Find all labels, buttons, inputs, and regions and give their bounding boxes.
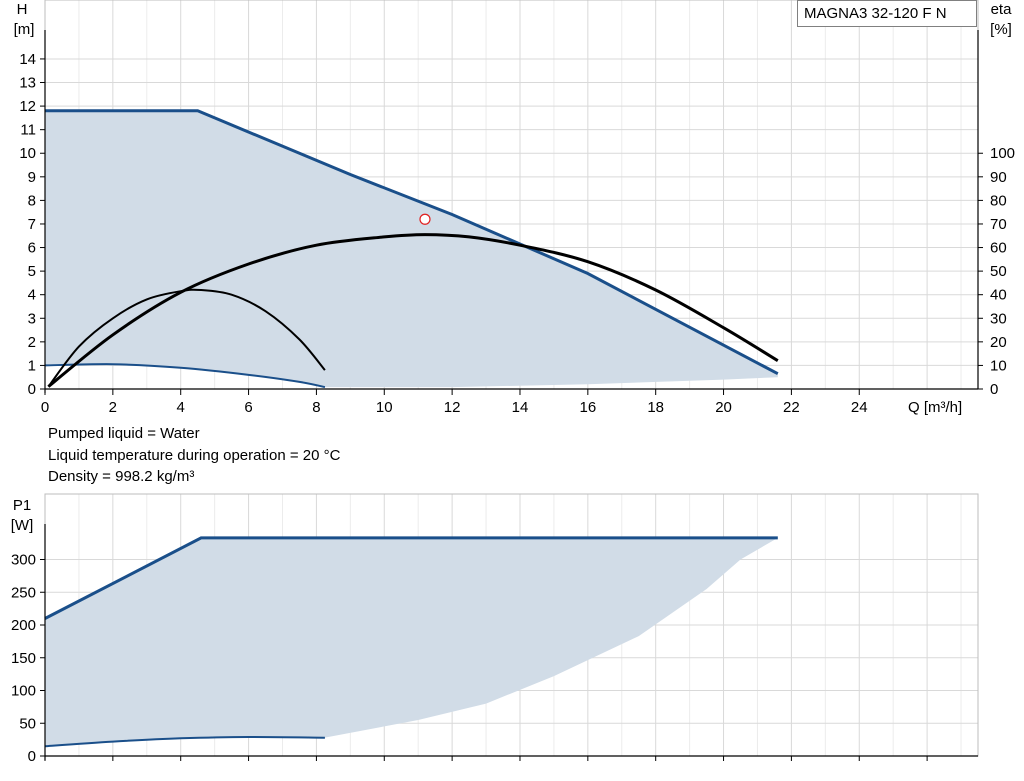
power-ytick-label: 100 (11, 683, 36, 700)
head-ytick-label: 4 (28, 287, 36, 304)
power-tick-labels: 0 50 100 150 200 250 300 (11, 552, 36, 766)
head-ytick-label: 10 (19, 145, 36, 162)
head-xtick-label: 6 (244, 399, 252, 416)
head-axis-unit: [m] (14, 21, 35, 38)
efficiency-min-curve (47, 288, 326, 388)
power-ytick-label: 300 (11, 552, 36, 569)
liquid-temperature-text: Liquid temperature during operation = 20… (48, 447, 341, 464)
head-curves (44, 109, 779, 389)
head-ytick-label: 3 (28, 310, 36, 327)
flow-axis-title: Q [m³/h] (908, 399, 962, 416)
head-xtick-label: 14 (512, 399, 529, 416)
eta-tick-label: 80 (990, 192, 1007, 209)
head-xtick-label: 16 (579, 399, 596, 416)
eta-tick-label: 90 (990, 169, 1007, 186)
head-ytick-label: 2 (28, 334, 36, 351)
power-ytick-label: 150 (11, 650, 36, 667)
head-ytick-label: 13 (19, 75, 36, 92)
model-label: MAGNA3 32-120 F N (804, 5, 947, 22)
eta-tick-label: 20 (990, 334, 1007, 351)
head-axis-title: H (17, 1, 28, 18)
duty-point-marker (419, 213, 431, 225)
head-ytick-label: 1 (28, 357, 36, 374)
eta-tick-label: 30 (990, 310, 1007, 327)
eta-tick-label: 100 (990, 145, 1015, 162)
eta-axis-title: eta (991, 1, 1013, 18)
head-xtick-label: 22 (783, 399, 800, 416)
eta-tick-label: 60 (990, 240, 1007, 257)
head-xtick-label: 8 (312, 399, 320, 416)
power-ytick-label: 250 (11, 584, 36, 601)
power-ytick-label: 200 (11, 617, 36, 634)
power-operating-area (45, 537, 778, 747)
head-xtick-label: 4 (177, 399, 185, 416)
head-ytick-label: 14 (19, 51, 36, 68)
head-xtick-label: 20 (715, 399, 732, 416)
head-xtick-label: 18 (647, 399, 664, 416)
eta-tick-label: 50 (990, 263, 1007, 280)
power-ytick-label: 50 (19, 715, 36, 732)
head-ytick-label: 9 (28, 169, 36, 186)
head-ytick-label: 8 (28, 192, 36, 209)
head-operating-area (45, 110, 778, 388)
power-axes (40, 493, 979, 761)
head-ytick-label: 0 (28, 381, 36, 398)
model-label-box: MAGNA3 32-120 F N (797, 0, 977, 27)
efficiency-max-curve (47, 233, 779, 388)
eta-tick-label: 10 (990, 357, 1007, 374)
power-plot: 0 50 100 150 200 250 300 P1 [W] (11, 493, 979, 766)
head-ytick-label: 12 (19, 98, 36, 115)
power-max-curve (44, 536, 778, 620)
pumped-liquid-text: Pumped liquid = Water (48, 425, 200, 442)
head-xtick-label: 12 (444, 399, 461, 416)
power-min-curve (44, 735, 325, 748)
head-xtick-label: 0 (41, 399, 49, 416)
head-max-curve (45, 109, 779, 376)
power-axis-title: P1 (13, 497, 31, 514)
power-operating-area-fill (45, 537, 778, 747)
power-curves (44, 536, 778, 748)
head-ytick-label: 7 (28, 216, 36, 233)
power-axis-unit: [W] (11, 517, 34, 534)
eta-axis-unit: [%] (990, 21, 1012, 38)
head-operating-area-fill (45, 110, 778, 388)
power-ytick-label: 0 (28, 748, 36, 765)
eta-tick-label: 70 (990, 216, 1007, 233)
eta-tick-label: 0 (990, 381, 998, 398)
head-ytick-label: 5 (28, 263, 36, 280)
head-ytick-label: 6 (28, 240, 36, 257)
eta-tick-label: 40 (990, 287, 1007, 304)
head-xtick-label: 2 (109, 399, 117, 416)
density-text: Density = 998.2 kg/m³ (48, 468, 195, 485)
head-xtick-label: 10 (376, 399, 393, 416)
head-axes (40, 0, 983, 395)
head-ytick-label: 11 (20, 122, 36, 139)
head-xtick-label: 24 (851, 399, 868, 416)
head-min-curve (44, 363, 326, 389)
